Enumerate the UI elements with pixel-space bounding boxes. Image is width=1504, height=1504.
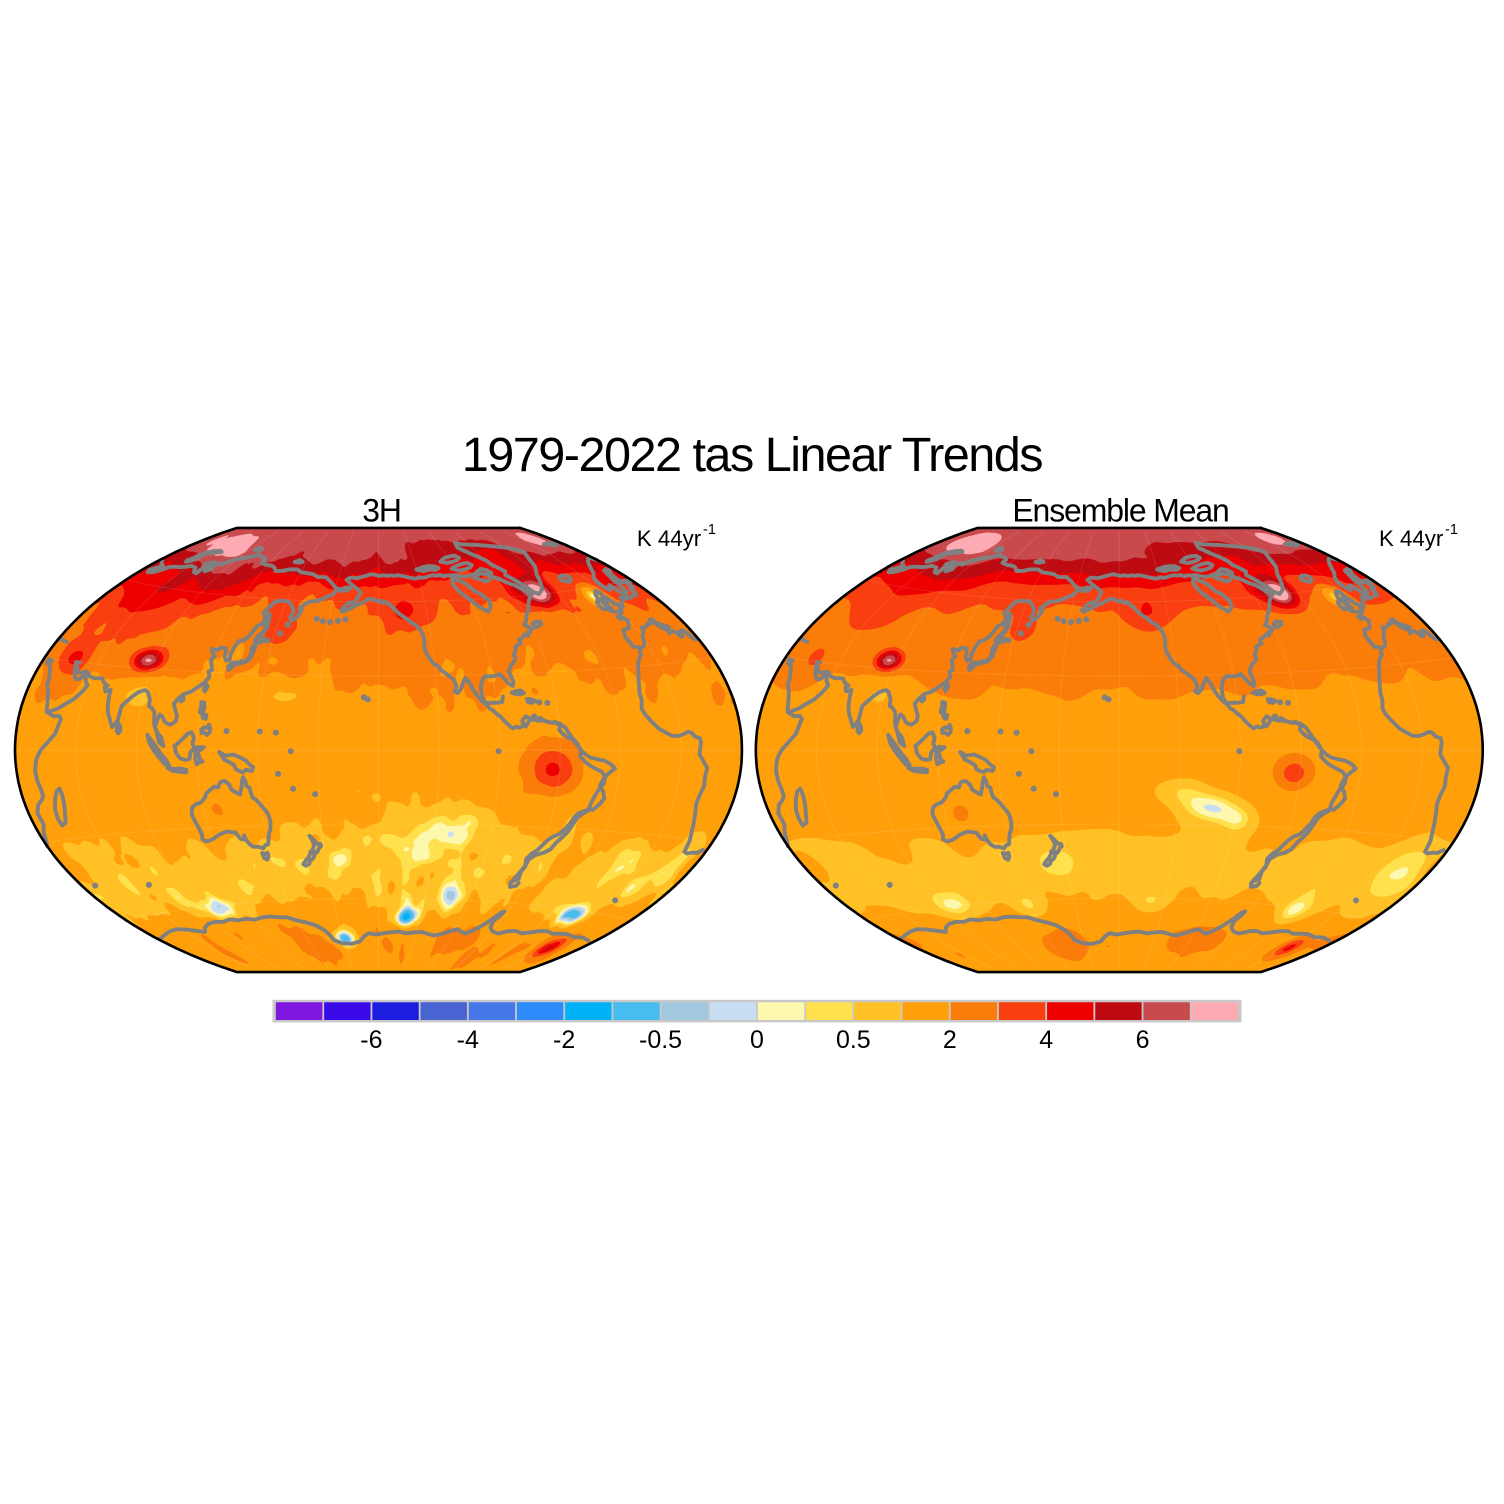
svg-text:4: 4 <box>1039 1026 1053 1054</box>
svg-text:-4: -4 <box>457 1026 479 1054</box>
svg-text:3H: 3H <box>362 493 401 529</box>
svg-text:1979-2022 tas Linear Trends: 1979-2022 tas Linear Trends <box>462 428 1043 482</box>
svg-text:Ensemble Mean: Ensemble Mean <box>1012 493 1228 529</box>
svg-text:6: 6 <box>1136 1026 1150 1054</box>
svg-text:0: 0 <box>750 1026 764 1054</box>
svg-text:-2: -2 <box>553 1026 575 1054</box>
svg-text:-1: -1 <box>1445 522 1458 538</box>
svg-text:0.5: 0.5 <box>836 1026 871 1054</box>
svg-text:-1: -1 <box>703 522 716 538</box>
svg-text:-6: -6 <box>360 1026 382 1054</box>
svg-text:2: 2 <box>943 1026 957 1054</box>
svg-text:K 44yr: K 44yr <box>1379 526 1444 551</box>
svg-text:K 44yr: K 44yr <box>637 526 702 551</box>
svg-text:-0.5: -0.5 <box>639 1026 682 1054</box>
